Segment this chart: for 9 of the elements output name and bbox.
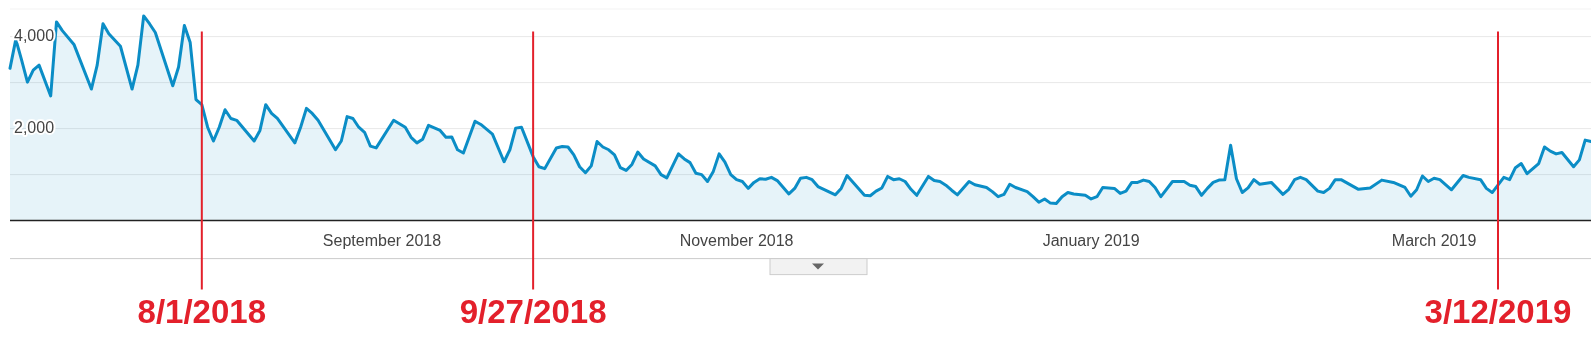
y-tick-label: 2,000	[14, 119, 55, 137]
x-tick-label: January 2019	[1042, 231, 1140, 249]
ref-line-label: 8/1/2018	[137, 292, 267, 330]
y-tick-label: 4,000	[14, 27, 55, 45]
x-tick-label: November 2018	[679, 231, 794, 249]
ref-line-label: 3/12/2019	[1424, 292, 1572, 330]
ref-line-label: 9/27/2018	[459, 292, 607, 330]
x-tick-label: September 2018	[322, 231, 442, 249]
x-tick-label: March 2019	[1391, 231, 1477, 249]
